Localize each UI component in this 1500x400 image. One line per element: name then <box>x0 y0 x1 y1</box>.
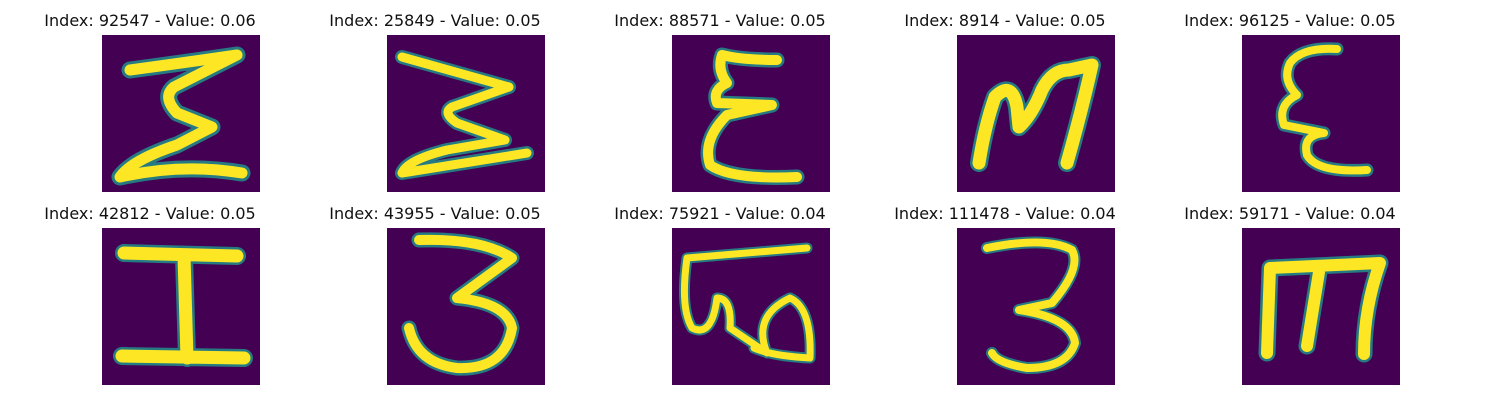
panel-6: Index: 42812 - Value: 0.05 <box>0 193 300 385</box>
sideways-m-glyph <box>395 50 534 180</box>
epsilon-glyph <box>1275 42 1374 177</box>
three-glyph <box>401 232 520 376</box>
panel-title: Index: 88571 - Value: 0.05 <box>614 11 826 30</box>
character-image <box>672 35 830 192</box>
character-image <box>1242 35 1400 192</box>
character-image <box>957 35 1115 192</box>
character-image <box>672 228 830 385</box>
panel-title: Index: 96125 - Value: 0.05 <box>1184 11 1396 30</box>
panel-title: Index: 43955 - Value: 0.05 <box>329 204 541 223</box>
panel-title: Index: 42812 - Value: 0.05 <box>44 204 256 223</box>
character-image <box>957 228 1115 385</box>
character-image <box>102 228 260 385</box>
panel-title: Index: 25849 - Value: 0.05 <box>329 11 541 30</box>
panel-10: Index: 59171 - Value: 0.04 <box>1140 193 1440 385</box>
panel-7: Index: 43955 - Value: 0.05 <box>285 193 585 385</box>
m-glyph <box>1258 254 1389 363</box>
sigma-glyph <box>111 46 251 186</box>
character-image <box>1242 228 1400 385</box>
character-image <box>387 35 545 192</box>
panel-8: Index: 75921 - Value: 0.04 <box>570 193 870 385</box>
omega-glyph <box>678 242 816 364</box>
panel-title: Index: 59171 - Value: 0.04 <box>1184 204 1396 223</box>
character-image <box>387 228 545 385</box>
panel-4: Index: 8914 - Value: 0.05 <box>855 0 1155 192</box>
panel-title: Index: 75921 - Value: 0.04 <box>614 204 826 223</box>
character-image <box>102 35 260 192</box>
three-glyph <box>981 236 1081 374</box>
epsilon-glyph <box>700 47 805 185</box>
panel-title: Index: 8914 - Value: 0.05 <box>904 11 1106 30</box>
panel-9: Index: 111478 - Value: 0.04 <box>855 193 1155 385</box>
i-glyph <box>113 244 253 367</box>
panel-title: Index: 111478 - Value: 0.04 <box>894 204 1116 223</box>
m-glyph <box>970 56 1101 172</box>
panel-title: Index: 92547 - Value: 0.06 <box>44 11 256 30</box>
panel-3: Index: 88571 - Value: 0.05 <box>570 0 870 192</box>
panel-2: Index: 25849 - Value: 0.05 <box>285 0 585 192</box>
panel-5: Index: 96125 - Value: 0.05 <box>1140 0 1440 192</box>
panel-1: Index: 92547 - Value: 0.06 <box>0 0 300 192</box>
